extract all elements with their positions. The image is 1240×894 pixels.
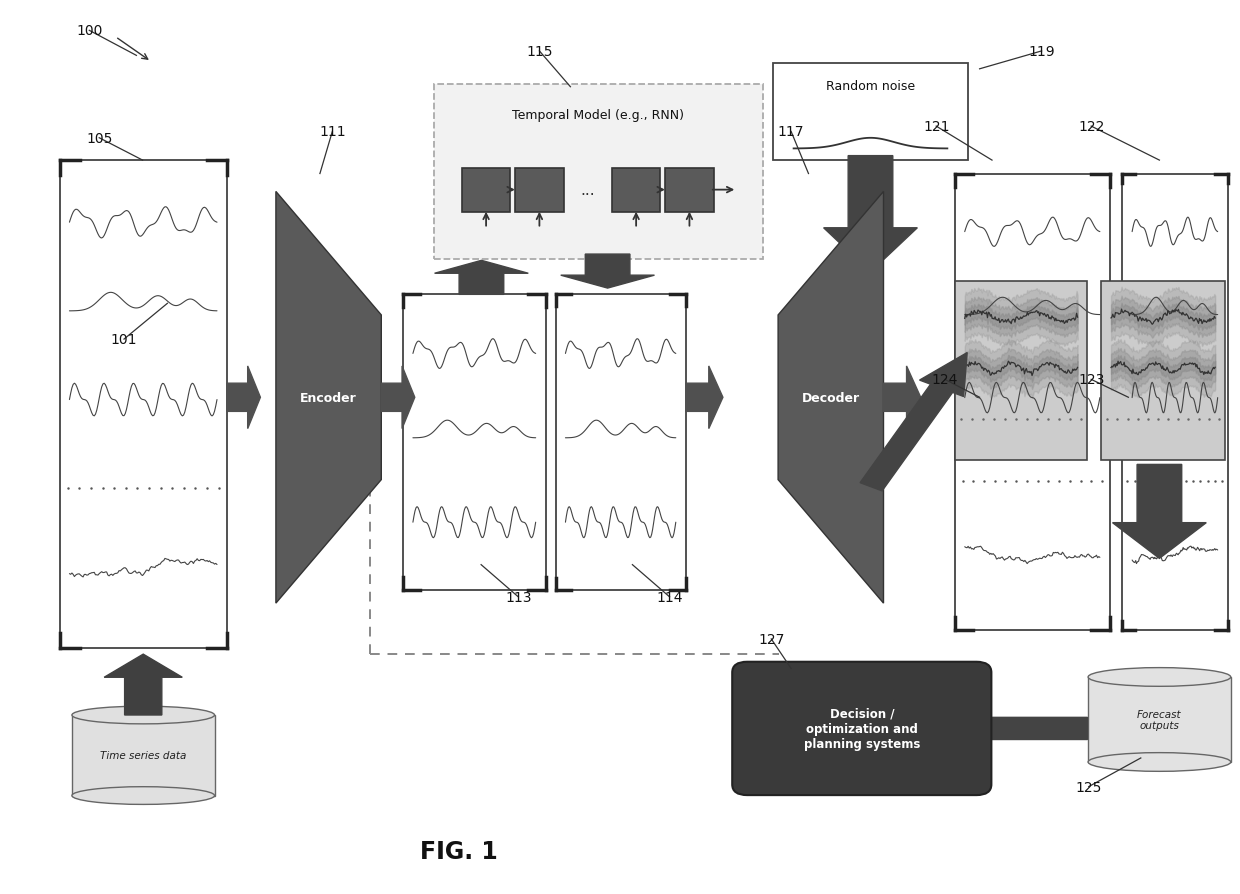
Text: 125: 125	[1075, 780, 1102, 794]
Polygon shape	[275, 192, 382, 603]
FancyArrow shape	[934, 704, 1087, 753]
Text: 114: 114	[656, 590, 683, 604]
Text: Temporal Model (e.g., RNN): Temporal Model (e.g., RNN)	[512, 109, 684, 122]
FancyArrow shape	[686, 367, 723, 429]
Text: 119: 119	[1028, 45, 1055, 59]
Polygon shape	[779, 192, 883, 603]
Bar	[1122, 174, 1228, 630]
Text: 127: 127	[758, 632, 785, 646]
FancyArrow shape	[382, 367, 414, 429]
FancyBboxPatch shape	[732, 662, 991, 796]
Text: 122: 122	[1078, 120, 1105, 134]
Text: 123: 123	[1078, 373, 1105, 387]
Text: Decoder: Decoder	[802, 392, 859, 404]
Ellipse shape	[72, 787, 215, 805]
Bar	[955, 174, 1110, 630]
FancyArrow shape	[823, 156, 918, 273]
Text: 111: 111	[319, 125, 346, 139]
Text: Random noise: Random noise	[826, 80, 915, 93]
FancyArrow shape	[227, 367, 260, 429]
FancyArrow shape	[560, 255, 655, 289]
Ellipse shape	[72, 706, 215, 724]
FancyArrow shape	[1112, 465, 1207, 559]
FancyBboxPatch shape	[773, 64, 968, 161]
FancyArrow shape	[861, 353, 967, 492]
Ellipse shape	[1089, 668, 1230, 687]
Text: 113: 113	[505, 590, 532, 604]
Text: 101: 101	[110, 333, 138, 347]
FancyArrow shape	[883, 367, 920, 429]
Text: Time series data: Time series data	[100, 750, 186, 761]
FancyBboxPatch shape	[434, 85, 763, 259]
Text: ...: ...	[580, 183, 595, 198]
FancyBboxPatch shape	[611, 168, 660, 213]
Text: Encoder: Encoder	[300, 392, 357, 404]
FancyArrow shape	[104, 654, 182, 715]
Ellipse shape	[1089, 753, 1230, 772]
Bar	[72, 715, 215, 796]
Text: 124: 124	[931, 373, 959, 387]
FancyBboxPatch shape	[461, 168, 511, 213]
FancyBboxPatch shape	[516, 168, 563, 213]
Bar	[60, 161, 227, 648]
Text: 115: 115	[526, 45, 553, 59]
Bar	[955, 282, 1087, 460]
Text: 121: 121	[923, 120, 950, 134]
Text: FIG. 1: FIG. 1	[420, 839, 497, 863]
Bar	[556, 295, 686, 590]
Text: 105: 105	[86, 131, 113, 146]
Bar	[1089, 678, 1230, 762]
FancyArrow shape	[434, 261, 528, 295]
Bar	[1101, 282, 1225, 460]
Text: Decision /
optimization and
planning systems: Decision / optimization and planning sys…	[804, 707, 920, 750]
FancyBboxPatch shape	[666, 168, 714, 213]
Text: 117: 117	[777, 125, 805, 139]
Text: Forecast
outputs: Forecast outputs	[1137, 709, 1182, 730]
Bar	[403, 295, 546, 590]
Text: 100: 100	[76, 24, 103, 38]
